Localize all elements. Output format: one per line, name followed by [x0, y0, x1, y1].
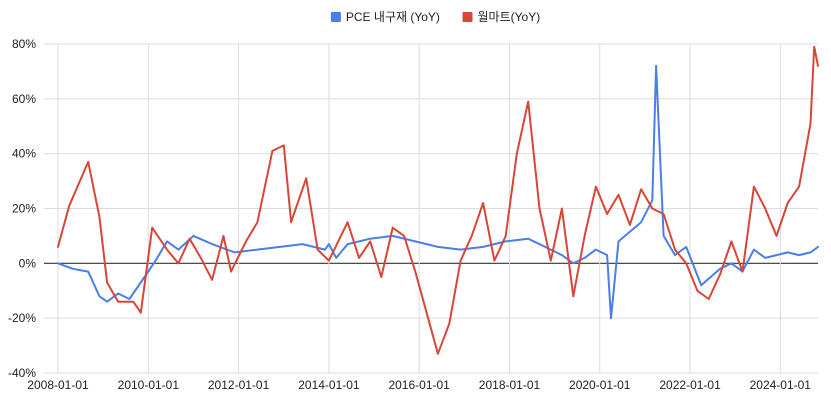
x-tick-label: 2024-01-01 [750, 378, 812, 392]
gridlines [44, 43, 818, 374]
y-tick-label: 0% [19, 256, 37, 270]
y-tick-label: 80% [12, 37, 36, 51]
x-tick-label: 2016-01-01 [388, 378, 450, 392]
series-line-2 [57, 45, 819, 355]
legend-item: 월마트(YoY) [462, 10, 541, 24]
y-tick-label: 20% [12, 202, 36, 216]
legend-swatch [330, 12, 341, 22]
series-layer [57, 45, 819, 355]
legend-item: PCE 내구재 (YoY) [330, 10, 440, 24]
x-tick-label: 2008-01-01 [27, 378, 89, 392]
legend-label: PCE 내구재 (YoY) [346, 10, 440, 24]
y-tick-label: 40% [12, 147, 36, 161]
x-tick-label: 2020-01-01 [569, 378, 631, 392]
x-tick-label: 2014-01-01 [298, 378, 360, 392]
x-tick-label: 2012-01-01 [208, 378, 270, 392]
y-tick-label: -40% [8, 366, 36, 380]
x-axis: 2008-01-01 2010-01-01 2012-01-01 2014-01-01… [27, 378, 811, 392]
legend: PCE 내구재 (YoY) 월마트(YoY) [330, 10, 541, 24]
y-tick-label: 60% [12, 92, 36, 106]
x-tick-label: 2018-01-01 [479, 378, 541, 392]
y-axis: -40% -20% 0% 20% 40% 60% 80% [8, 37, 36, 380]
legend-label: 월마트(YoY) [478, 10, 541, 24]
x-tick-label: 2010-01-01 [118, 378, 180, 392]
y-tick-label: -20% [8, 311, 36, 325]
series-line-1 [57, 64, 819, 320]
legend-swatch [462, 12, 473, 22]
x-tick-label: 2022-01-01 [659, 378, 721, 392]
